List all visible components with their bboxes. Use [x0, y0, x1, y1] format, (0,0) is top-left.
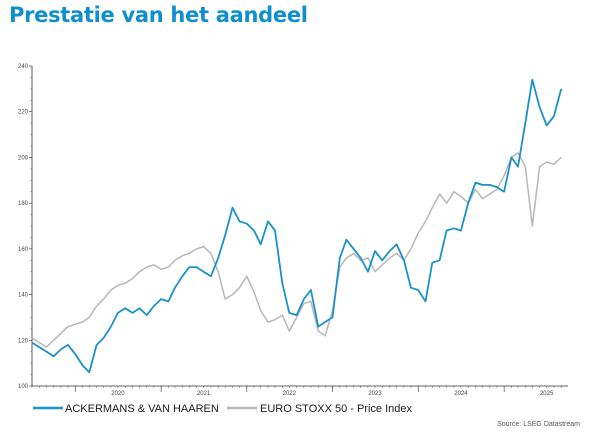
- legend-label-eurostoxx: EURO STOXX 50 - Price Index: [260, 403, 413, 415]
- series-lines: [31, 78, 563, 374]
- y-tick-label: 120: [18, 338, 29, 344]
- legend: ACKERMANS & VAN HAAREN EURO STOXX 50 - P…: [33, 403, 413, 415]
- series-line-ackermans: [31, 78, 563, 374]
- y-tick-label: 220: [18, 110, 29, 116]
- x-axis: 2020 2021 2022 2023 2024 2025: [31, 385, 568, 397]
- y-tick-label: 240: [18, 64, 29, 70]
- y-tick-label: 100: [18, 384, 29, 390]
- x-tick-label: 2021: [197, 391, 211, 397]
- y-tick-label: 180: [18, 201, 29, 207]
- x-tick-label: 2025: [540, 391, 554, 397]
- x-tick-label: 2023: [368, 391, 382, 397]
- legend-label-ackermans: ACKERMANS & VAN HAAREN: [65, 403, 219, 415]
- x-tick-label: 2024: [454, 391, 468, 397]
- y-axis: 100 120 140 160 180 200 220 240: [18, 64, 33, 390]
- y-tick-label: 160: [18, 247, 29, 253]
- series-line-eurostoxx: [31, 152, 562, 348]
- page-title: Prestatie van het aandeel: [9, 3, 308, 27]
- source-note: Source: LSEG Datastream: [497, 421, 580, 428]
- x-tick-label: 2022: [283, 391, 297, 397]
- y-tick-label: 140: [18, 293, 29, 299]
- y-tick-label: 200: [18, 155, 29, 161]
- x-tick-label: 2020: [111, 391, 125, 397]
